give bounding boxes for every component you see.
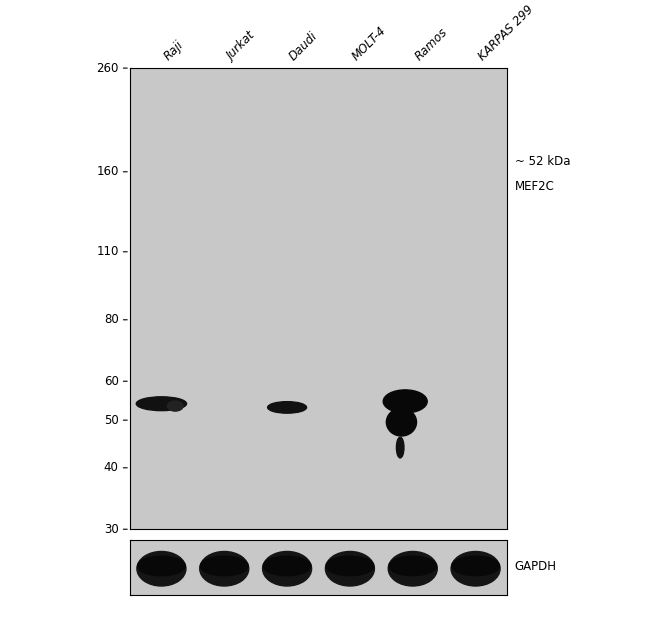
Text: 60: 60 bbox=[104, 374, 119, 387]
Ellipse shape bbox=[452, 556, 499, 576]
Ellipse shape bbox=[263, 556, 311, 576]
Ellipse shape bbox=[200, 552, 249, 586]
Text: KARPAS 299: KARPAS 299 bbox=[476, 3, 536, 64]
Ellipse shape bbox=[384, 390, 427, 413]
Ellipse shape bbox=[396, 437, 404, 458]
Text: 110: 110 bbox=[96, 245, 119, 258]
Text: 50: 50 bbox=[104, 413, 119, 426]
Ellipse shape bbox=[451, 552, 500, 586]
Text: 30: 30 bbox=[104, 522, 119, 535]
Text: Jurkat: Jurkat bbox=[224, 30, 258, 64]
Text: Raji: Raji bbox=[161, 39, 186, 64]
Ellipse shape bbox=[136, 397, 187, 410]
Ellipse shape bbox=[386, 409, 417, 436]
Ellipse shape bbox=[326, 556, 374, 576]
Ellipse shape bbox=[268, 402, 307, 413]
Ellipse shape bbox=[263, 552, 311, 586]
Ellipse shape bbox=[326, 552, 374, 586]
Text: Daudi: Daudi bbox=[287, 30, 320, 64]
Text: 160: 160 bbox=[96, 165, 119, 178]
Text: Ramos: Ramos bbox=[413, 26, 450, 64]
Ellipse shape bbox=[137, 552, 186, 586]
Ellipse shape bbox=[388, 552, 437, 586]
Text: 40: 40 bbox=[104, 461, 119, 474]
Ellipse shape bbox=[138, 556, 185, 576]
Text: MEF2C: MEF2C bbox=[515, 180, 554, 193]
Text: ~ 52 kDa: ~ 52 kDa bbox=[515, 155, 570, 168]
Text: 260: 260 bbox=[96, 62, 119, 75]
Ellipse shape bbox=[168, 401, 183, 411]
Text: GAPDH: GAPDH bbox=[515, 560, 556, 573]
Text: MOLT-4: MOLT-4 bbox=[350, 24, 389, 64]
Ellipse shape bbox=[389, 556, 437, 576]
Text: 80: 80 bbox=[104, 313, 119, 326]
Ellipse shape bbox=[200, 556, 248, 576]
